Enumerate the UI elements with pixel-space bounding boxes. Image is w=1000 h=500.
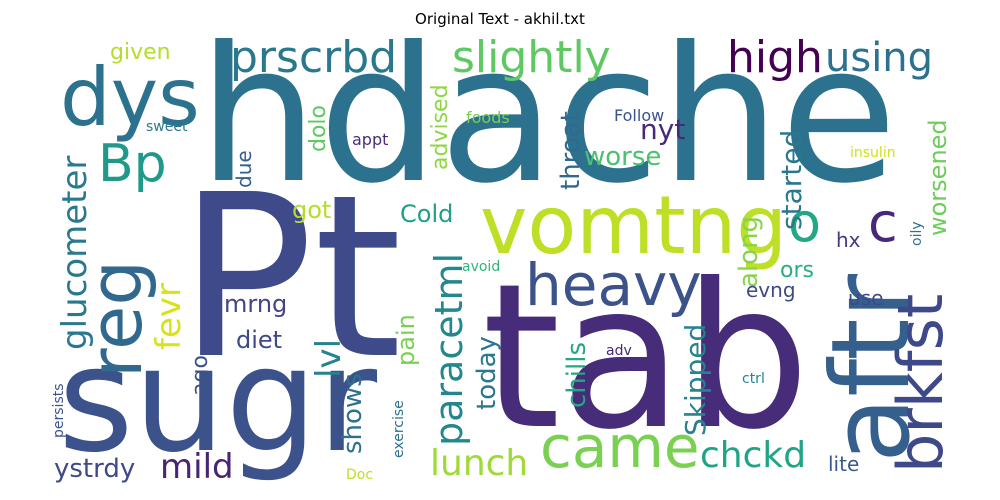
word-prscrbd: prscrbd [230, 38, 398, 83]
word-glucometer: glucometer [55, 155, 95, 350]
word-foods: foods [466, 108, 510, 127]
word-bp: Bp [98, 134, 167, 194]
word-brkfst: brkfst [884, 293, 957, 473]
word-ors: ors [780, 258, 814, 283]
word-cloud: hdache Pt tab sugr aftr vomtng dys reg b… [40, 38, 960, 486]
word-lunch: lunch [430, 443, 529, 484]
word-skipped: Skipped [679, 323, 712, 436]
word-diet: diet [236, 326, 283, 354]
word-due: due [232, 150, 256, 188]
word-cold: Cold [400, 200, 454, 228]
word-advised: advised [428, 84, 453, 170]
word-worsened: worsened [924, 119, 952, 236]
word-use: use [848, 286, 884, 310]
word-hx: hx [836, 228, 861, 252]
word-tab: tab [482, 241, 810, 474]
word-throat: throat [556, 111, 586, 190]
word-doc: Doc [346, 467, 374, 483]
word-chckd: chckd [700, 435, 807, 476]
word-o: o [788, 191, 822, 254]
word-insulin: insulin [850, 145, 896, 161]
word-adv: adv [606, 343, 632, 359]
word-mild: mild [160, 447, 234, 486]
word-dys: dys [60, 51, 200, 144]
word-heavy: heavy [525, 251, 702, 319]
word-c: c [868, 191, 898, 254]
word-lvl: lvl [309, 338, 349, 378]
word-appt: appt [352, 130, 389, 149]
word-nyt: nyt [640, 113, 686, 146]
word-paracetml: paracetml [427, 252, 471, 446]
word-started: started [775, 129, 808, 230]
word-ago: ago [188, 355, 213, 396]
word-pt: Pt [178, 147, 402, 409]
word-given: given [110, 40, 171, 65]
word-avoid: avoid [462, 259, 501, 275]
word-exercise: exercise [391, 400, 407, 458]
word-using: using [825, 38, 934, 81]
word-sugr: sugr [58, 316, 378, 485]
word-oily: oily [909, 221, 925, 246]
word-follow: Follow [614, 106, 665, 125]
word-fevr: fevr [149, 283, 189, 350]
word-high: high [727, 38, 823, 83]
word-pain: pain [392, 314, 420, 366]
chart-title: Original Text - akhil.txt [415, 10, 585, 28]
word-slightly: slightly [452, 38, 611, 83]
word-worse: worse [584, 142, 662, 172]
word-hdache: hdache [198, 38, 898, 225]
word-ctrl: ctrl [742, 371, 765, 387]
word-vomtng: vomtng [480, 179, 788, 272]
word-evng: evng [746, 278, 796, 302]
word-dolo: dolo [306, 105, 331, 152]
word-persists: persists [51, 383, 67, 438]
word-ystrdy: ystrdy [54, 454, 136, 484]
word-came: came [540, 413, 700, 481]
word-shows: shows [338, 373, 368, 454]
word-today: today [472, 336, 502, 410]
word-got: got [292, 196, 332, 224]
word-mrng: mrng [224, 290, 288, 318]
word-chills: chills [562, 342, 592, 408]
word-sweet: sweet [146, 119, 188, 135]
word-lite: lite [828, 452, 860, 476]
